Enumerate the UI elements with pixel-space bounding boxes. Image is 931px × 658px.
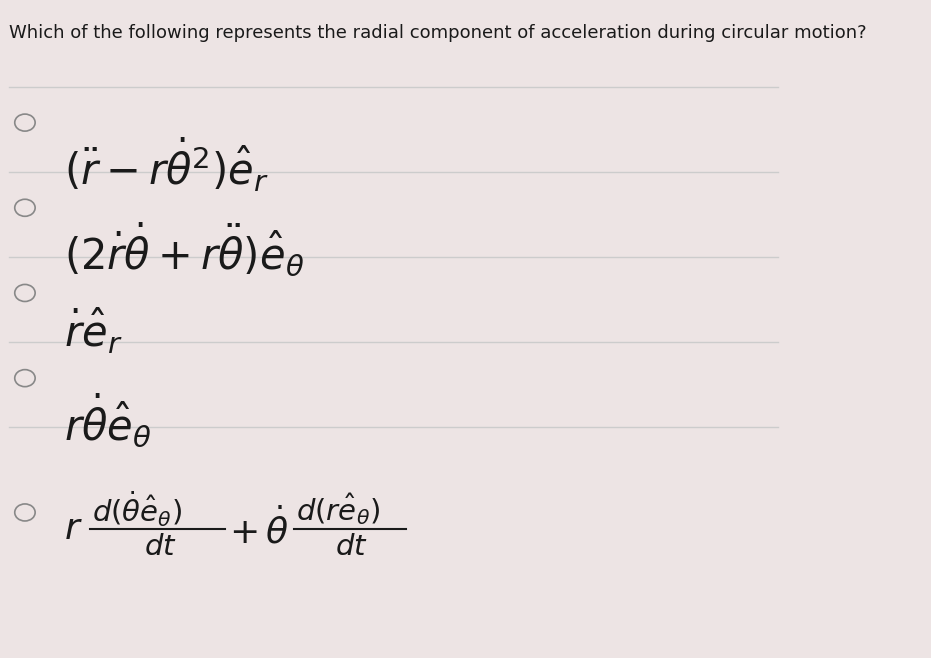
Text: $(\ddot{r} - r\dot{\theta}^2)\hat{e}_r$: $(\ddot{r} - r\dot{\theta}^2)\hat{e}_r$ (64, 136, 269, 194)
Text: $r$: $r$ (64, 512, 83, 546)
Text: $dt$: $dt$ (144, 532, 177, 561)
Text: $d(r\hat{e}_{\theta})$: $d(r\hat{e}_{\theta})$ (296, 492, 380, 527)
Text: $d(\dot{\theta}\hat{e}_{\theta})$: $d(\dot{\theta}\hat{e}_{\theta})$ (91, 490, 182, 529)
Text: $(2\dot{r}\dot{\theta} + r\ddot{\theta})\hat{e}_{\theta}$: $(2\dot{r}\dot{\theta} + r\ddot{\theta})… (64, 221, 304, 278)
Text: Which of the following represents the radial component of acceleration during ci: Which of the following represents the ra… (9, 24, 867, 42)
Text: $dt$: $dt$ (335, 532, 368, 561)
Text: $r\dot{\theta}\hat{e}_{\theta}$: $r\dot{\theta}\hat{e}_{\theta}$ (64, 392, 152, 449)
Text: $\dot{r}\hat{e}_r$: $\dot{r}\hat{e}_r$ (64, 306, 123, 356)
Text: $+\,\dot{\theta}$: $+\,\dot{\theta}$ (229, 507, 289, 550)
